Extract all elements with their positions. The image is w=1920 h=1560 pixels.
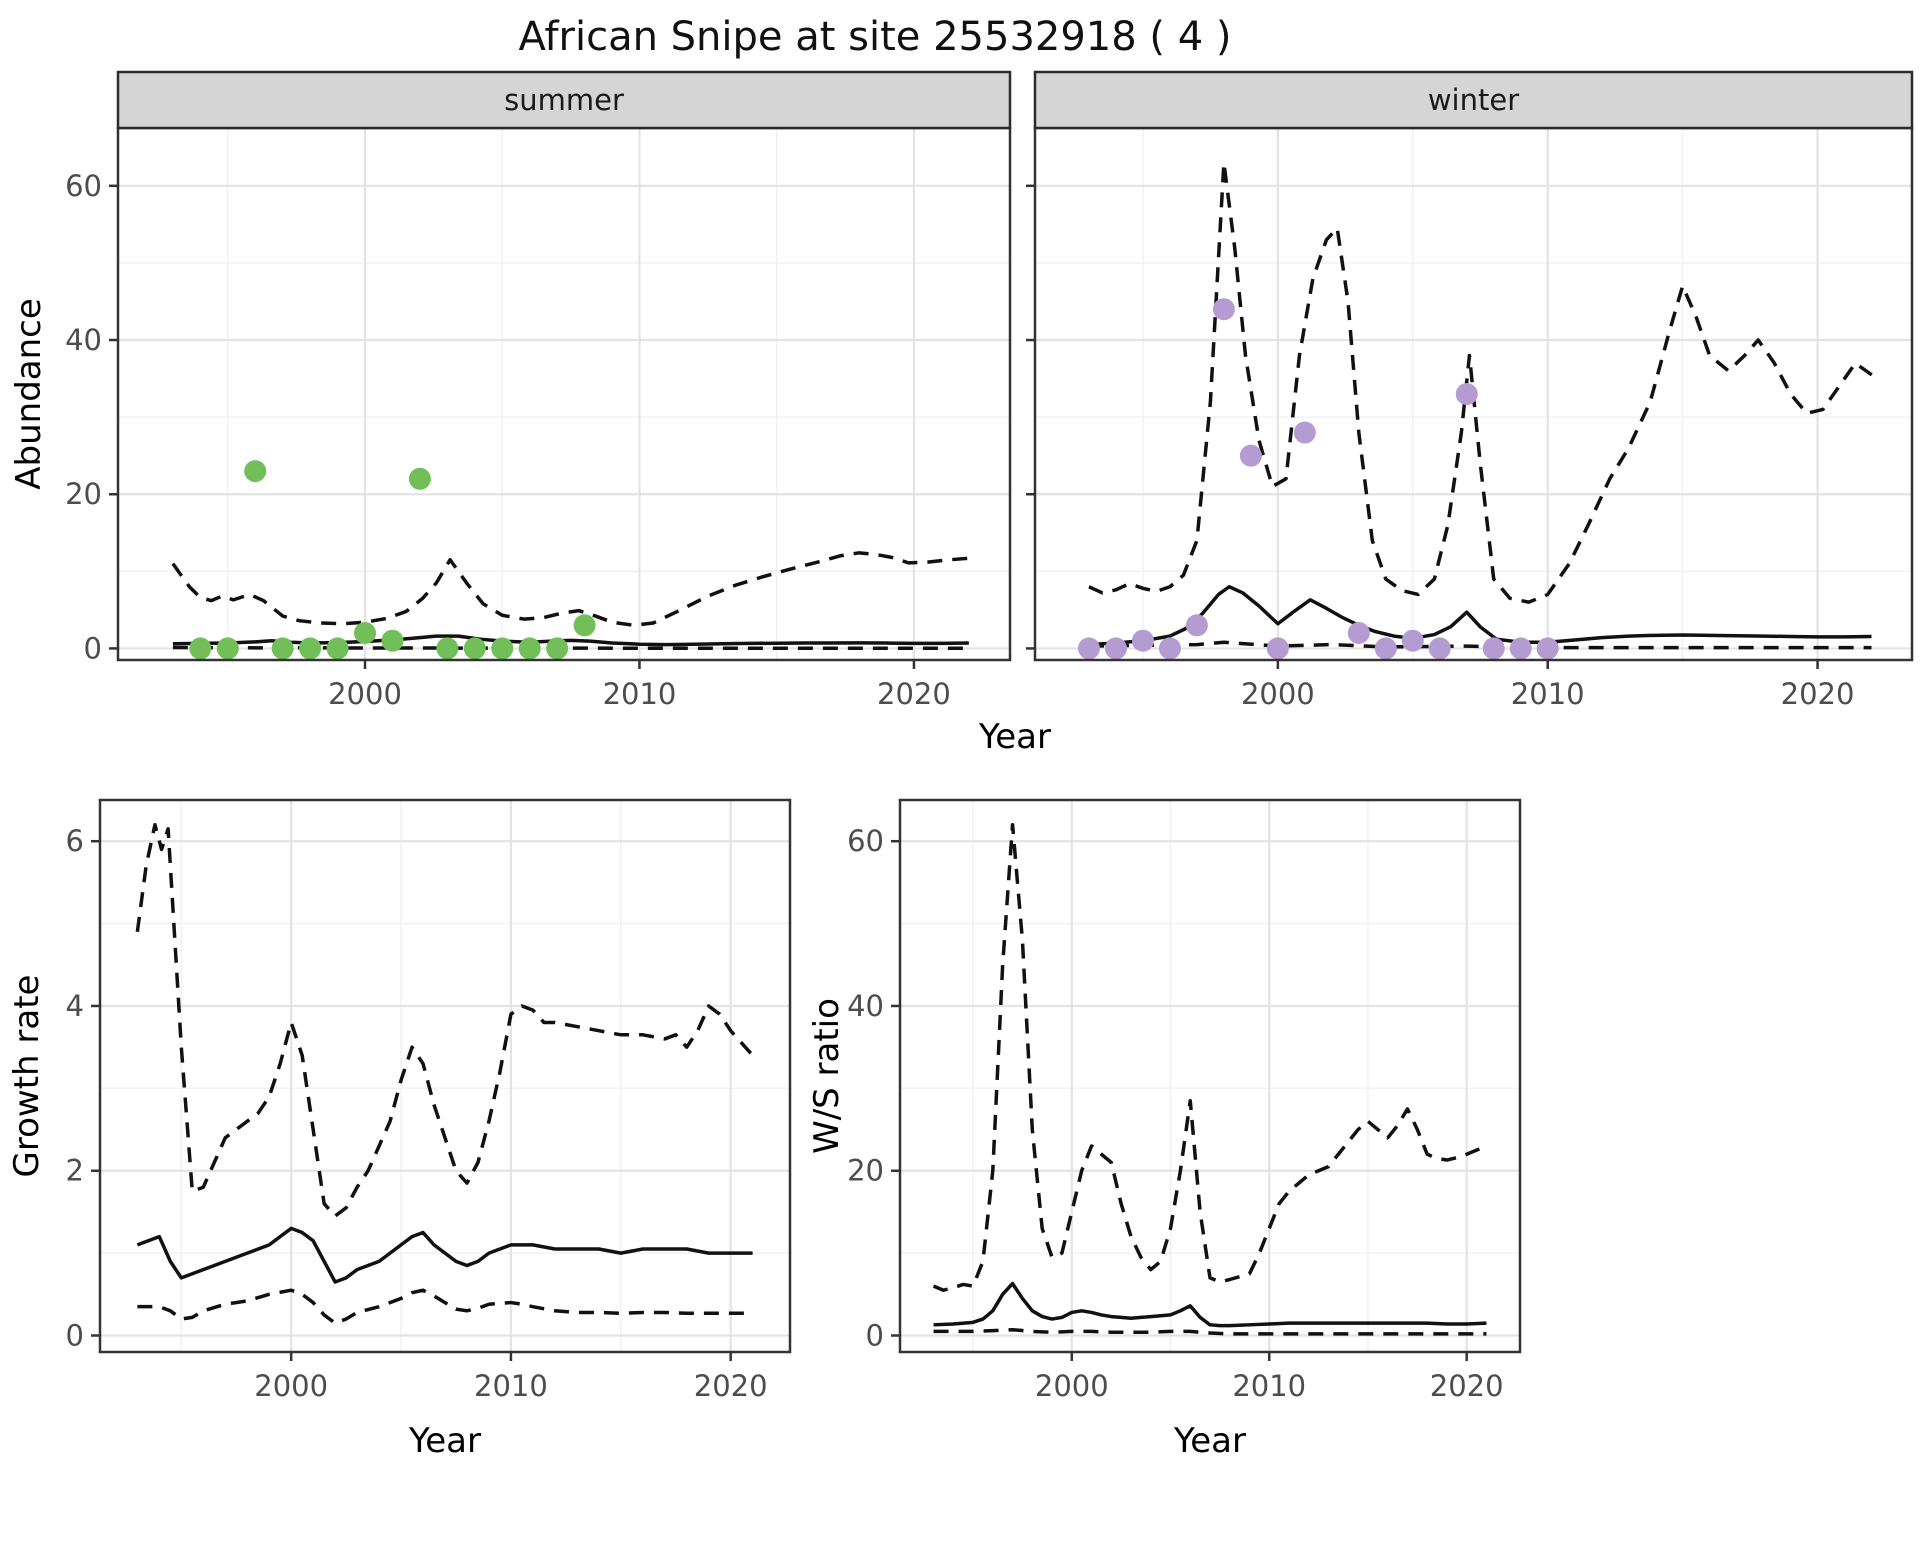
observation-point — [1482, 637, 1505, 660]
observation-point — [326, 637, 349, 660]
observation-point — [189, 637, 212, 660]
y-tick-label: 2 — [66, 1154, 84, 1188]
facet-strip-label: summer — [504, 83, 624, 117]
observation-point — [1077, 637, 1100, 660]
observation-point — [1266, 637, 1289, 660]
observation-point — [244, 460, 267, 483]
observation-point — [1428, 637, 1451, 660]
x-tick-label: 2010 — [603, 677, 677, 711]
facet-strip — [1033, 70, 1914, 130]
x-axis-title-year-ws: Year — [1173, 1421, 1246, 1461]
observation-point — [1374, 637, 1397, 660]
panel-winter: winter 2000 2010 2020 — [1026, 70, 1914, 711]
y-axis-title-abundance: Abundance — [9, 298, 49, 490]
y-tick-label: 0 — [66, 1319, 84, 1353]
panel-background — [100, 800, 790, 1352]
observation-point — [436, 637, 459, 660]
y-tick-label: 60 — [847, 824, 884, 858]
panel-border — [98, 798, 792, 1354]
panel-border — [898, 798, 1522, 1354]
observation-point — [1158, 637, 1181, 660]
observation-point — [1293, 421, 1316, 444]
x-tick-label: 2020 — [694, 1369, 768, 1403]
figure-title: African Snipe at site 25532918 ( 4 ) — [518, 14, 1232, 60]
panel-growth_rate: 2000 2010 2020 0 2 4 6 — [66, 798, 792, 1403]
x-tick-label: 2000 — [328, 677, 402, 711]
observation-point — [1185, 614, 1208, 637]
observation-point — [491, 637, 514, 660]
panel-ws_ratio: 2000 2010 2020 0 20 40 60 — [847, 798, 1522, 1403]
observation-point — [1212, 298, 1235, 321]
y-tick-label: 0 — [866, 1319, 884, 1353]
x-tick-label: 2000 — [1241, 677, 1315, 711]
observation-point — [408, 467, 431, 490]
observation-point — [1401, 629, 1424, 652]
y-tick-label: 0 — [84, 631, 102, 665]
observation-point — [299, 637, 322, 660]
panel-background — [900, 800, 1520, 1352]
observation-point — [1104, 637, 1127, 660]
y-tick-label: 6 — [66, 824, 84, 858]
observation-point — [463, 637, 486, 660]
facet-strip — [116, 70, 1012, 130]
observation-point — [271, 637, 294, 660]
panel-background — [118, 128, 1010, 660]
fit-line — [933, 1281, 1487, 1328]
observation-point — [573, 614, 596, 637]
observation-point — [1536, 637, 1559, 660]
fit-line — [1088, 585, 1872, 647]
x-tick-label: 2020 — [877, 677, 951, 711]
observation-point — [1455, 383, 1478, 405]
y-tick-label: 60 — [65, 169, 102, 203]
x-tick-label: 2020 — [1781, 677, 1855, 711]
x-tick-label: 2000 — [1035, 1369, 1109, 1403]
y-tick-label: 20 — [847, 1154, 884, 1188]
observation-point — [1347, 622, 1370, 645]
lower-ci-line — [933, 1328, 1487, 1336]
y-tick-label: 40 — [847, 989, 884, 1023]
x-tick-label: 2000 — [254, 1369, 328, 1403]
observation-point — [1509, 637, 1532, 660]
panel-summer: summer 2000 2010 2020 0 20 40 60 — [65, 70, 1012, 711]
x-tick-label: 2010 — [474, 1369, 548, 1403]
y-axis-title-ws-ratio: W/S ratio — [807, 998, 847, 1154]
upper-ci-line — [1088, 160, 1878, 604]
x-tick-label: 2010 — [1511, 677, 1585, 711]
observation-point — [1239, 444, 1262, 467]
y-tick-label: 20 — [65, 477, 102, 511]
observation-point — [546, 637, 569, 660]
x-tick-label: 2020 — [1430, 1369, 1504, 1403]
observation-point — [1131, 629, 1154, 652]
x-tick-label: 2010 — [1232, 1369, 1306, 1403]
upper-ci-line — [135, 822, 754, 1218]
x-axis-title-year-top: Year — [978, 717, 1051, 757]
x-axis-title-year-growth: Year — [408, 1421, 481, 1461]
observation-point — [354, 622, 377, 645]
upper-ci-line — [932, 822, 1488, 1292]
y-tick-label: 4 — [66, 989, 84, 1023]
facet-strip-label: winter — [1428, 83, 1519, 117]
observation-point — [381, 629, 404, 652]
observation-point — [518, 637, 541, 660]
fit-line — [136, 1226, 753, 1284]
upper-ci-line — [171, 551, 969, 628]
y-axis-title-growth-rate: Growth rate — [7, 975, 47, 1178]
observation-point — [216, 637, 239, 660]
lower-ci-line — [137, 1288, 753, 1325]
y-tick-label: 40 — [65, 323, 102, 357]
